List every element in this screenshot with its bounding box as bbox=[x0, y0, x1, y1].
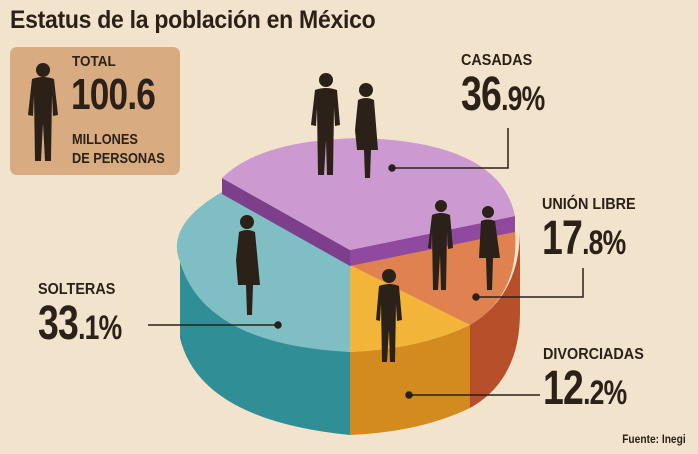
slice-union-top bbox=[350, 230, 516, 325]
label-union-libre-name: UNIÓN LIBRE bbox=[542, 196, 636, 213]
label-solteras-value: 33.1% bbox=[38, 297, 122, 353]
label-casadas-int: 36 bbox=[461, 68, 502, 121]
label-divorciadas: DIVORCIADAS 12.2% bbox=[543, 346, 655, 418]
slice-divorciadas-side bbox=[350, 325, 470, 435]
page-title: Estatus de la población en México bbox=[10, 6, 376, 34]
total-label: TOTAL bbox=[72, 53, 116, 70]
label-union-libre: UNIÓN LIBRE 17.8% bbox=[542, 196, 649, 268]
label-union-libre-int: 17 bbox=[542, 212, 583, 265]
person-solteras-icon bbox=[236, 215, 260, 315]
label-solteras: SOLTERAS 33.1% bbox=[38, 281, 145, 353]
label-casadas-name: CASADAS bbox=[461, 52, 533, 69]
label-divorciadas-int: 12 bbox=[543, 362, 584, 415]
label-union-libre-dec: .8% bbox=[582, 224, 626, 262]
label-casadas-value: 36.9% bbox=[461, 68, 545, 124]
person-icon bbox=[28, 63, 58, 161]
slice-solteras-side bbox=[180, 255, 350, 435]
total-value: 100.6 bbox=[71, 70, 156, 119]
label-solteras-dec: .1% bbox=[78, 309, 122, 347]
slice-union-side bbox=[470, 230, 520, 408]
slice-solteras-top bbox=[176, 192, 350, 352]
label-solteras-name: SOLTERAS bbox=[38, 281, 116, 298]
people-union-icon bbox=[428, 200, 500, 290]
total-box: TOTAL 100.6 MILLONES DE PERSONAS bbox=[10, 47, 180, 175]
label-union-libre-value: 17.8% bbox=[542, 212, 626, 268]
people-casadas-icon bbox=[311, 73, 378, 178]
label-solteras-int: 33 bbox=[38, 297, 79, 350]
source-note: Fuente: Inegi bbox=[622, 432, 686, 446]
total-unit: MILLONES DE PERSONAS bbox=[72, 130, 165, 168]
label-casadas: CASADAS 36.9% bbox=[461, 52, 568, 124]
label-divorciadas-value: 12.2% bbox=[543, 364, 630, 418]
leader-casadas bbox=[392, 128, 509, 169]
label-divorciadas-dec: .2% bbox=[583, 374, 627, 412]
slice-casadas-side-a bbox=[222, 178, 350, 266]
person-divorciadas-icon bbox=[376, 269, 402, 362]
total-unit-line-2: DE PERSONAS bbox=[72, 150, 165, 167]
total-unit-line-1: MILLONES bbox=[72, 131, 138, 148]
label-divorciadas-name: DIVORCIADAS bbox=[543, 346, 644, 363]
leader-union bbox=[476, 268, 584, 298]
leader-lines bbox=[148, 128, 584, 399]
label-casadas-dec: .9% bbox=[501, 80, 545, 118]
